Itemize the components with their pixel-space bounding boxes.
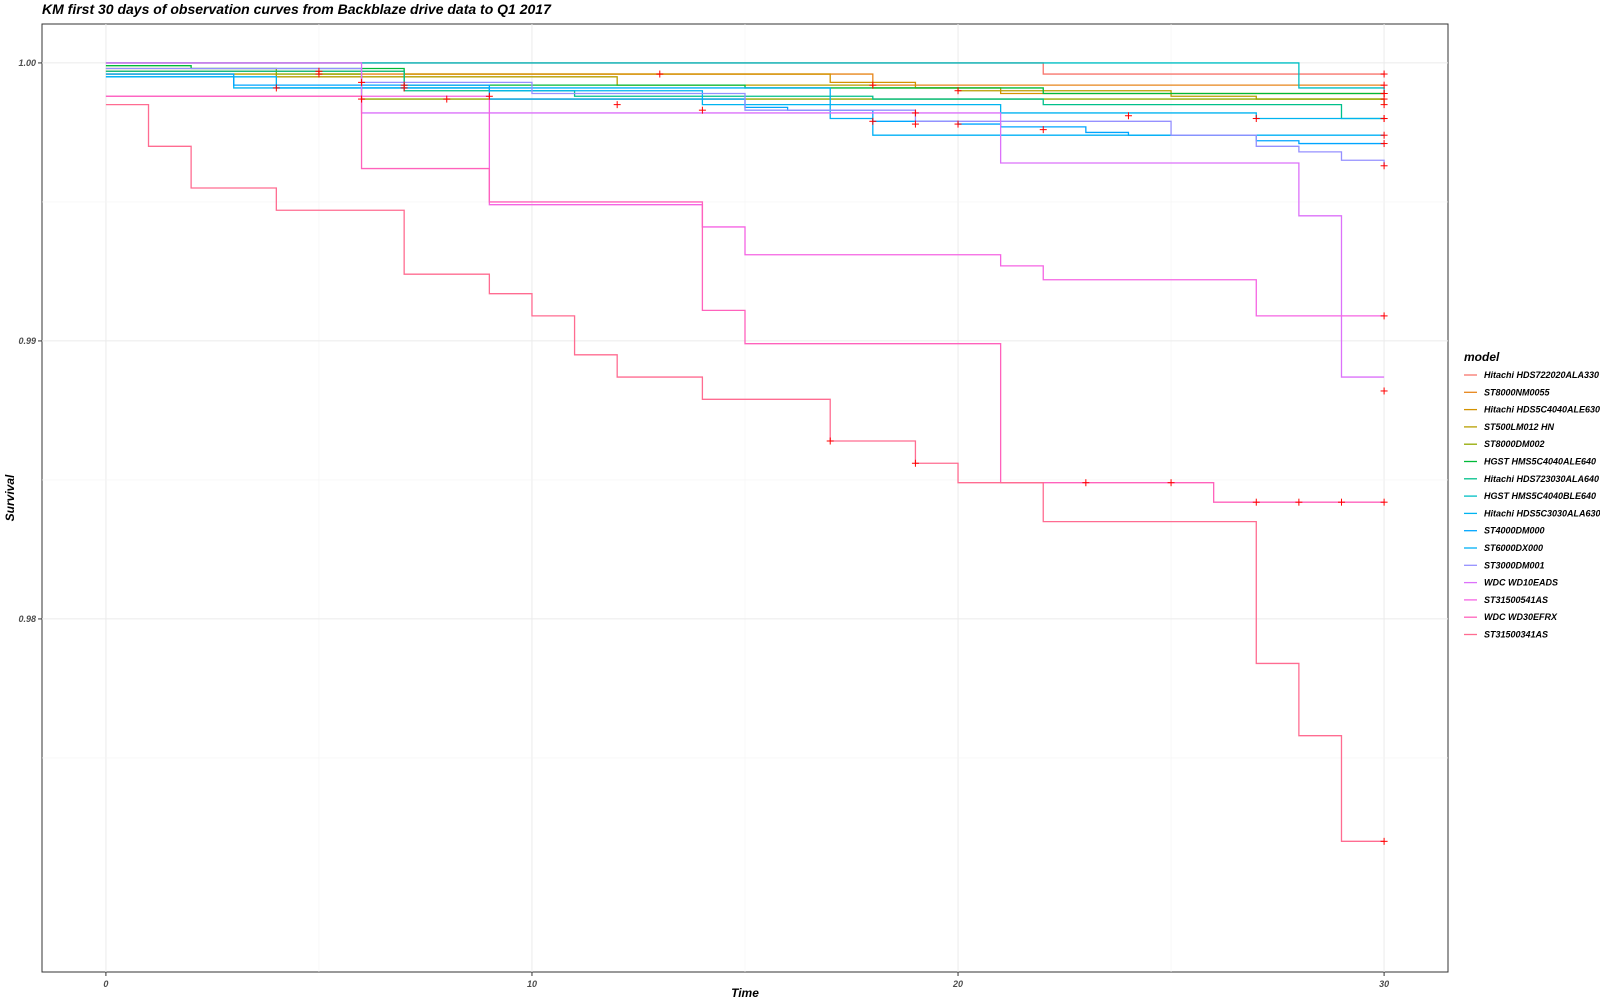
censor-mark: [315, 67, 323, 75]
censor-mark: [826, 437, 834, 445]
censor-mark: [1380, 312, 1388, 320]
censor-mark: [1124, 112, 1132, 120]
x-tick-label: 0: [103, 979, 108, 989]
series-line-13: [105, 95, 1385, 317]
censor-mark: [1380, 81, 1388, 89]
legend-label: WDC WD10EADS: [1484, 578, 1558, 588]
censor-mark: [358, 78, 366, 86]
series-line-8: [105, 76, 1385, 120]
legend-items: Hitachi HDS722020ALA330 ST8000NM0055 Hitac…: [1464, 370, 1600, 640]
censor-mark: [443, 95, 451, 103]
censor-mark: [1380, 162, 1388, 170]
series-line-10: [105, 76, 1385, 136]
legend-label: Hitachi HDS5C4040ALE630: [1484, 405, 1600, 415]
legend: model Hitachi HDS722020ALA330 ST8000NM005…: [1464, 350, 1600, 640]
y-tick-label: 0.98: [18, 614, 36, 624]
y-axis-title: Survival: [3, 474, 17, 521]
censor-mark: [1380, 498, 1388, 506]
censor-mark: [954, 120, 962, 128]
legend-label: HGST HMS5C4040ALE640: [1484, 457, 1596, 467]
censor-mark: [1295, 498, 1303, 506]
series-line-11: [105, 67, 1385, 166]
censor-mark: [869, 81, 877, 89]
censor-mark: [1337, 498, 1345, 506]
censor-mark: [1380, 115, 1388, 123]
legend-label: Hitachi HDS5C3030ALA630: [1484, 508, 1600, 518]
censor-mark: [954, 87, 962, 95]
chart-title: KM first 30 days of observation curves f…: [42, 1, 552, 17]
legend-label: ST31500541AS: [1484, 595, 1548, 605]
censor-mark: [911, 109, 919, 117]
legend-label: ST31500341AS: [1484, 630, 1548, 640]
censor-mark: [400, 81, 408, 89]
censor-mark: [1252, 115, 1260, 123]
censor-mark: [485, 92, 493, 100]
censor-mark: [1380, 90, 1388, 98]
legend-label: WDC WD30EFRX: [1484, 612, 1558, 622]
censor-mark: [272, 84, 280, 92]
censor-mark: [1380, 387, 1388, 395]
censor-mark: [358, 95, 366, 103]
censor-mark: [1039, 126, 1047, 134]
x-tick-label: 10: [527, 979, 537, 989]
legend-label: HGST HMS5C4040BLE640: [1484, 491, 1596, 501]
censor-mark: [1252, 498, 1260, 506]
series-line-15: [105, 103, 1385, 842]
series-line-5: [105, 65, 1385, 95]
legend-label: ST8000NM0055: [1484, 387, 1551, 397]
censor-mark: [656, 70, 664, 78]
censor-markers: [272, 67, 1388, 845]
series-line-12: [105, 62, 1385, 378]
x-tick-label: 30: [1379, 979, 1389, 989]
censor-mark: [1380, 70, 1388, 78]
censor-mark: [1380, 131, 1388, 139]
x-axis: 0 10 20 30: [103, 972, 1389, 989]
censor-mark: [1380, 837, 1388, 845]
legend-label: ST500LM012 HN: [1484, 422, 1555, 432]
legend-label: ST6000DX000: [1484, 543, 1543, 553]
legend-label: Hitachi HDS722020ALA330: [1484, 370, 1599, 380]
legend-label: ST4000DM000: [1484, 526, 1545, 536]
censor-mark: [1167, 479, 1175, 487]
censor-mark: [1380, 140, 1388, 148]
series-lines: [105, 62, 1385, 842]
y-tick-label: 1.00: [18, 58, 36, 68]
series-line-14: [105, 95, 1385, 503]
legend-label: ST3000DM001: [1484, 560, 1545, 570]
censor-mark: [698, 106, 706, 114]
censor-mark: [1380, 101, 1388, 109]
y-axis: 0.98 0.99 1.00: [18, 58, 42, 624]
y-tick-label: 0.99: [18, 336, 36, 346]
censor-mark: [911, 120, 919, 128]
censor-mark: [869, 117, 877, 125]
censor-mark: [613, 101, 621, 109]
x-tick-label: 20: [952, 979, 963, 989]
legend-label: ST8000DM002: [1484, 439, 1545, 449]
legend-title: model: [1464, 350, 1500, 364]
legend-label: Hitachi HDS723030ALA640: [1484, 474, 1599, 484]
x-axis-title: Time: [731, 986, 759, 1000]
censor-mark: [911, 459, 919, 467]
censor-mark: [1082, 479, 1090, 487]
